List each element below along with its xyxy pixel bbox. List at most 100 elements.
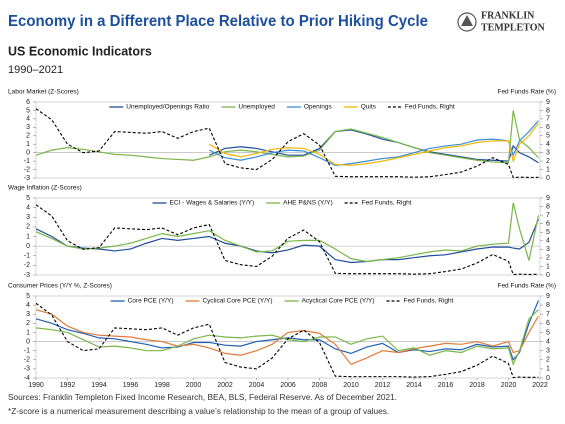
page-title: Economy in a Different Place Relative to… (8, 13, 428, 30)
legend-label: Core PCE (Y/Y) (128, 298, 174, 305)
x-tick-label: 2012 (375, 382, 391, 389)
y2-tick-label: 9 (546, 99, 550, 106)
y-tick-label: 3 (26, 311, 30, 318)
y2-axis-title: Fed Funds Rate (%) (497, 89, 556, 96)
logo-text: TEMPLETON (481, 22, 545, 33)
y2-tick-label: 5 (546, 133, 550, 140)
y-tick-label: 5 (26, 293, 30, 300)
y-tick-label: -3 (24, 272, 30, 279)
panel-title: Consumer Prices (Y/Y %, Z-Scores) (8, 283, 112, 290)
y2-tick-label: 0 (546, 272, 550, 279)
legend-label: Unemployed/Openings Ratio (126, 104, 209, 111)
y2-tick-label: 7 (546, 116, 550, 123)
legend-label: Openings (304, 104, 333, 111)
y2-tick-label: 3 (546, 246, 550, 253)
y-tick-label: 0 (26, 243, 30, 250)
series-line (35, 309, 539, 367)
y-tick-label: 5 (26, 107, 30, 114)
footnote: Sources: Franklin Templeton Fixed Income… (8, 392, 397, 402)
series-line (35, 218, 539, 264)
y2-tick-label: 2 (546, 357, 550, 364)
y2-tick-label: 8 (546, 302, 550, 309)
series-line (35, 202, 540, 263)
y2-tick-label: 3 (546, 348, 550, 355)
y2-tick-label: 1 (546, 366, 550, 373)
y-tick-label: 3 (26, 214, 30, 221)
logo-text: FRANKLIN (481, 10, 535, 21)
y-tick-label: 1 (26, 141, 30, 148)
y-tick-label: 4 (26, 116, 30, 123)
y2-tick-label: 7 (546, 311, 550, 318)
series-line (208, 120, 539, 166)
legend: Unemployed/Openings Ratio Unemployed Openi… (109, 104, 455, 111)
y-tick-label: 1 (26, 233, 30, 240)
y-tick-label: 4 (26, 204, 30, 211)
legend-label: Unemployed (238, 104, 275, 111)
legend: Core PCE (Y/Y) Cyclical Core PCE (Y/Y) Acy… (110, 298, 454, 305)
y2-tick-label: 4 (546, 338, 550, 345)
y-tick-label: -4 (24, 375, 30, 382)
y2-tick-label: 8 (546, 203, 550, 210)
y-tick-label: -1 (24, 253, 30, 260)
y2-tick-label: 5 (546, 229, 550, 236)
y2-tick-label: 6 (546, 221, 550, 228)
series-line (35, 309, 539, 366)
y2-tick-label: 0 (546, 175, 550, 182)
y-tick-label: 0 (26, 338, 30, 345)
legend-label: Fed Funds, Right (362, 200, 412, 207)
y2-tick-label: 6 (546, 320, 550, 327)
y-tick-label: -1 (24, 158, 30, 165)
legend: ECI - Wages & Salaries (Y/Y) AHE P&NS (Y/… (152, 200, 412, 207)
series-line (208, 122, 539, 166)
y2-tick-label: 4 (546, 141, 550, 148)
y-tick-label: -2 (24, 357, 30, 364)
y2-tick-label: 8 (546, 107, 550, 114)
legend-label: Acyclical Core PCE (Y/Y) (302, 298, 375, 305)
x-tick-label: 2002 (217, 382, 233, 389)
period: 1990–2021 (8, 64, 63, 76)
y-tick-label: 3 (26, 124, 30, 131)
y2-tick-label: 0 (546, 375, 550, 382)
x-tick-label: 2020 (501, 382, 517, 389)
y2-tick-label: 1 (546, 263, 550, 270)
x-tick-label: 1996 (123, 382, 139, 389)
footnote: *Z-score is a numerical measurement desc… (8, 406, 389, 416)
series-line (35, 110, 539, 164)
legend-label: ECI - Wages & Salaries (Y/Y) (170, 200, 255, 207)
legend-label: Cyclical Core PCE (Y/Y) (202, 298, 272, 305)
x-tick-label: 2010 (343, 382, 359, 389)
x-tick-label: 2008 (312, 382, 328, 389)
y2-tick-label: 2 (546, 255, 550, 262)
y-tick-label: 2 (26, 224, 30, 231)
x-tick-label: 1998 (154, 382, 170, 389)
y-tick-label: -2 (24, 166, 30, 173)
y-tick-label: 2 (26, 320, 30, 327)
subtitle: US Economic Indicators (8, 44, 152, 58)
y-tick-label: 1 (26, 329, 30, 336)
plot-frame (35, 197, 541, 276)
panel-title: Wage Inflation (Z-Scores) (8, 185, 82, 192)
legend-label: AHE P&NS (Y/Y) (283, 200, 332, 207)
x-tick-label: 2004 (249, 382, 265, 389)
x-tick-label: 2006 (280, 382, 296, 389)
y-tick-label: 2 (26, 133, 30, 140)
x-tick-label: 2014 (406, 382, 422, 389)
panel-title: Labor Market (Z-Scores) (8, 89, 79, 96)
series-line (35, 302, 539, 379)
series-line (35, 108, 539, 179)
y2-tick-label: 1 (546, 166, 550, 173)
x-tick-label: 1990 (28, 382, 44, 389)
logo: FRANKLIN TEMPLETON (457, 10, 545, 33)
x-tick-label: 2018 (469, 382, 485, 389)
y-tick-label: -3 (24, 366, 30, 373)
y2-tick-label: 9 (546, 293, 550, 300)
y2-tick-label: 4 (546, 238, 550, 245)
y-tick-label: -2 (24, 262, 30, 269)
series-line (35, 300, 539, 361)
y-tick-label: 6 (26, 99, 30, 106)
legend-label: Quits (361, 104, 377, 111)
x-tick-label: 2016 (438, 382, 454, 389)
y2-axis-title: Fed Funds Rate (%) (497, 283, 556, 290)
y-tick-label: -1 (24, 348, 30, 355)
